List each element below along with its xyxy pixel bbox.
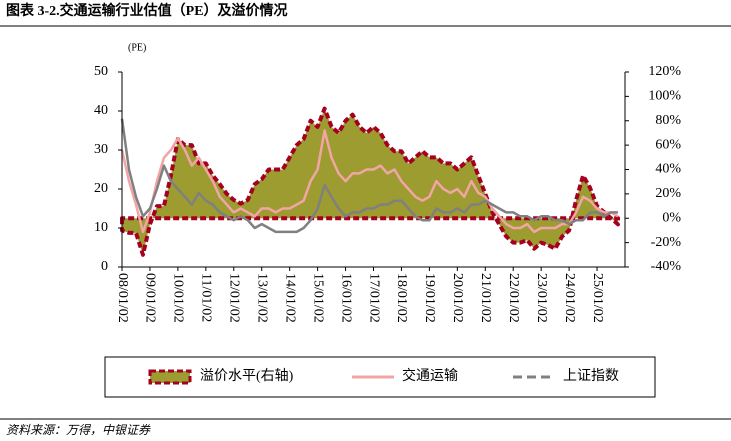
premium-area — [120, 106, 621, 257]
series-line — [120, 118, 619, 234]
y-tick-label: 0 — [101, 259, 108, 274]
source-note: 资料来源：万得，中银证券 — [6, 423, 151, 437]
y2-tick-label: -20% — [651, 235, 682, 250]
y2-tick-label: 120% — [648, 64, 681, 79]
y2-tick-label: 100% — [648, 89, 681, 104]
x-tick-label: 13/01/02 — [255, 273, 270, 323]
legend-label: 上证指数 — [563, 368, 619, 384]
legend-label: 交通运输 — [402, 367, 458, 384]
x-tick-label: 12/01/02 — [227, 273, 242, 323]
y-tick-label: 10 — [94, 220, 108, 235]
legend-swatch — [148, 369, 192, 385]
x-tick-label: 16/01/02 — [338, 273, 353, 323]
x-tick-label: 17/01/02 — [366, 273, 381, 323]
x-tick-label: 14/01/02 — [282, 273, 297, 323]
x-tick-label: 09/01/02 — [143, 273, 158, 323]
x-tick-label: 11/01/02 — [199, 273, 214, 322]
x-tick-label: 08/01/02 — [115, 273, 130, 323]
y-axis-label: (PE) — [128, 42, 146, 53]
y2-tick-label: 40% — [655, 162, 681, 177]
x-tick-label: 24/01/02 — [562, 273, 577, 323]
chart-title: 图表 3-2.交通运输行业估值（PE）及溢价情况 — [6, 2, 288, 19]
legend-label: 溢价水平(右轴) — [200, 368, 294, 384]
x-tick-label: 25/01/02 — [590, 273, 605, 323]
x-tick-label: 20/01/02 — [450, 273, 465, 323]
x-tick-label: 10/01/02 — [171, 273, 186, 323]
y-tick-label: 30 — [94, 142, 108, 157]
x-tick-label: 19/01/02 — [422, 273, 437, 323]
y2-tick-label: 80% — [655, 113, 681, 128]
y2-tick-label: 0% — [662, 210, 681, 225]
x-tick-label: 22/01/02 — [506, 273, 521, 323]
x-tick-label: 23/01/02 — [534, 273, 549, 323]
y2-tick-label: 60% — [655, 137, 681, 152]
y-tick-label: 40 — [94, 103, 108, 118]
x-tick-label: 15/01/02 — [310, 273, 325, 323]
series-line — [120, 129, 619, 234]
x-tick-label: 18/01/02 — [394, 273, 409, 323]
x-tick-label: 21/01/02 — [478, 273, 493, 323]
y2-tick-label: -40% — [651, 259, 682, 274]
y-tick-label: 50 — [94, 64, 108, 79]
y2-tick-label: 20% — [655, 186, 681, 201]
y-tick-label: 20 — [94, 181, 108, 196]
legend-box — [104, 356, 656, 398]
